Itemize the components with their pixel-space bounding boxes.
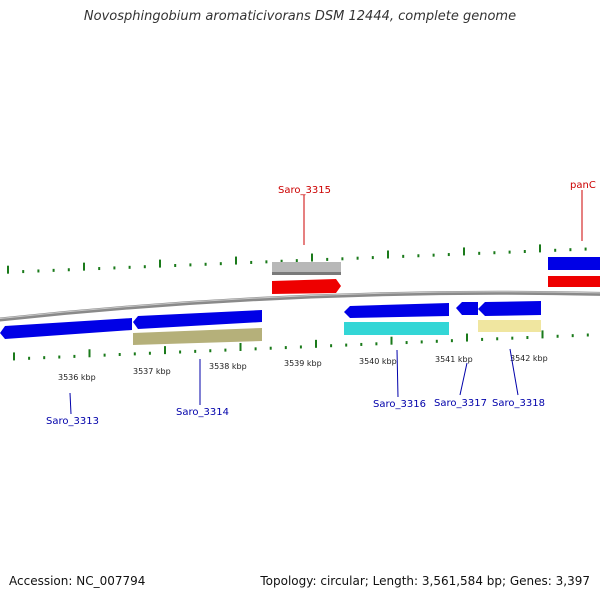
saro-3318-leader	[509, 348, 519, 396]
saro-3318-feature[interactable]	[478, 301, 541, 316]
scale-label-3537: 3537 kbp	[133, 367, 171, 376]
scale-label-3536: 3536 kbp	[58, 373, 96, 382]
pseudo-gene-block[interactable]	[272, 262, 341, 274]
gene-label-saro-3317[interactable]: Saro_3317	[434, 398, 487, 409]
scale-label-3541: 3541 kbp	[435, 355, 473, 364]
gene-label-saro-3314[interactable]: Saro_3314	[176, 407, 229, 418]
upper-strand-features	[272, 257, 600, 294]
pseudo-gene-block-shadow	[272, 272, 341, 275]
scale-label-3539: 3539 kbp	[284, 359, 322, 368]
genome-backbone-highlight	[0, 291, 600, 319]
pancreate-forward-gene[interactable]	[548, 257, 600, 270]
saro-3318-cds[interactable]	[478, 320, 541, 332]
gene-labels: Saro_3315 panC Saro_3313 Saro_3314 Saro_…	[46, 180, 596, 427]
gene-label-saro-3315[interactable]: Saro_3315	[278, 185, 331, 196]
scale-label-3538: 3538 kbp	[209, 362, 247, 371]
gene-label-saro-3313[interactable]: Saro_3313	[46, 416, 99, 427]
gene-callouts	[69, 190, 583, 415]
saro-3314-feature[interactable]	[133, 310, 262, 329]
saro-3316-cds[interactable]	[344, 322, 449, 335]
saro-3315-feature[interactable]	[272, 279, 341, 294]
upper-tick-row	[7, 244, 587, 274]
saro-3313-leader	[69, 392, 72, 415]
genome-title: Novosphingobium aromaticivorans DSM 1244…	[83, 9, 517, 24]
saro-3314-cds[interactable]	[133, 328, 262, 345]
scale-label-3540: 3540 kbp	[359, 357, 397, 366]
scale-labels: 3536 kbp 3537 kbp 3538 kbp 3539 kbp 3540…	[58, 354, 548, 382]
gene-label-saro-3318[interactable]: Saro_3318	[492, 398, 545, 409]
genome-backbone	[0, 290, 600, 322]
saro-3317-leader	[459, 362, 468, 396]
gene-label-saro-3316[interactable]: Saro_3316	[373, 399, 426, 410]
scale-label-3542: 3542 kbp	[510, 354, 548, 363]
lower-tick-row	[13, 330, 589, 361]
lower-strand-features	[0, 301, 541, 345]
saro-3316-feature[interactable]	[344, 303, 449, 318]
saro-3317-feature[interactable]	[456, 302, 478, 315]
saro-3316-leader	[396, 349, 399, 398]
gene-label-panC[interactable]: panC	[570, 180, 596, 191]
accession-text: Accession: NC_007794	[9, 574, 146, 588]
genome-summary-text: Topology: circular; Length: 3,561,584 bp…	[260, 574, 590, 588]
panC-rna-feature[interactable]	[548, 276, 600, 287]
saro-3313-feature[interactable]	[0, 318, 132, 339]
